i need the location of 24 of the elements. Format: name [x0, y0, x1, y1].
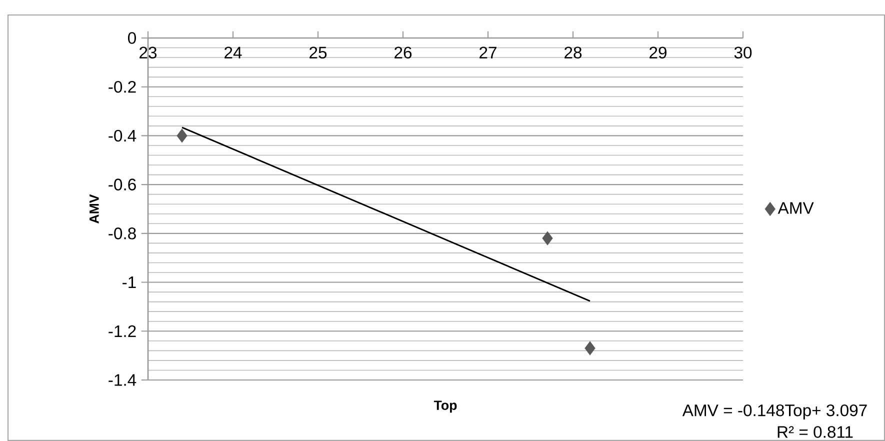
y-tick-label: -0.2 [108, 80, 136, 93]
y-axis-title: AMV [90, 194, 99, 224]
point [542, 231, 553, 246]
x-tick-label: 27 [480, 46, 496, 58]
y-tick-label: -1.2 [108, 325, 136, 337]
y-tick-label: -1 [122, 276, 136, 288]
y-tick-label: 0 [128, 32, 136, 44]
x-tick-label: 24 [224, 46, 242, 58]
y-tick-label: -0.6 [108, 178, 136, 190]
x-tick-label: 29 [650, 46, 666, 59]
x-tick-label: 23 [140, 46, 157, 59]
y-tick-label: -0.4 [108, 130, 136, 142]
x-tick-label: 26 [394, 46, 412, 59]
legend-label: AMV [778, 202, 814, 214]
x-axis-title: Top [434, 400, 457, 413]
x-tick-label: 30 [734, 46, 752, 59]
x-tick-label: 28 [564, 46, 582, 59]
y-tick-label: -0.8 [108, 228, 136, 240]
x-tick-label: 25 [310, 46, 327, 59]
point [584, 341, 596, 356]
text: AMV = -0.148Top+ 3.097 [682, 404, 867, 420]
y-tick-label: -1.4 [108, 374, 136, 386]
text: R² = 0.811 [778, 426, 853, 438]
point [176, 128, 188, 143]
